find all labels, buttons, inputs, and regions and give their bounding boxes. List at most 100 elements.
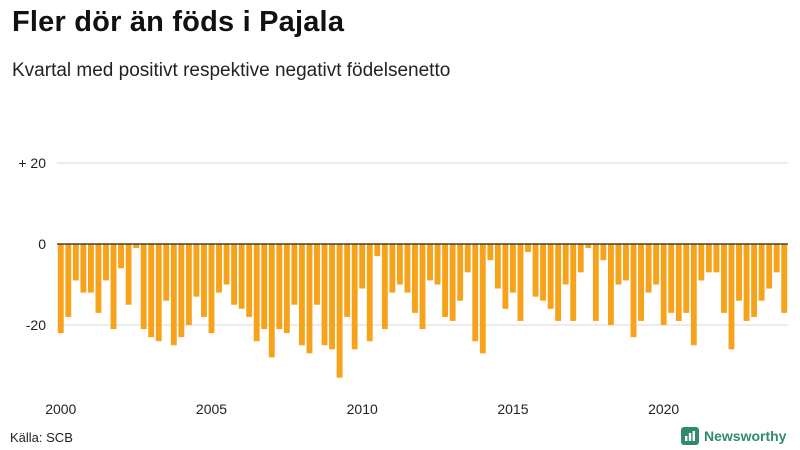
bar [389,244,396,293]
bar [434,244,441,285]
bar [163,244,170,301]
bar [57,244,64,334]
bar [472,244,479,342]
bar [419,244,426,330]
bar [321,244,328,346]
y-tick-label: -20 [26,317,46,333]
bar [329,244,336,350]
bar [487,244,494,261]
x-tick-label: 2010 [347,401,378,417]
bar [668,244,675,313]
bar [155,244,162,342]
bar [65,244,72,317]
bar [442,244,449,317]
bar [683,244,690,313]
bar [630,244,637,338]
source-note: Källa: SCB [10,430,73,445]
bar [728,244,735,350]
bar-series [57,244,788,378]
bar [87,244,94,293]
bar [381,244,388,330]
bar [781,244,788,313]
bar [645,244,652,293]
bar [540,244,547,301]
bar [404,244,411,293]
x-tick-label: 2015 [497,401,528,417]
bar [517,244,524,321]
bar [457,244,464,301]
axes: + 20 0 -20 2000 2005 2010 2015 2020 [18,155,788,417]
bar [412,244,418,313]
bar [449,244,456,321]
bar [80,244,87,293]
bar [178,244,185,338]
bar [95,244,102,313]
bar [185,244,192,325]
bar [600,244,607,261]
bar [660,244,667,325]
bar [283,244,290,334]
bar [615,244,622,285]
bar [494,244,501,289]
y-tick-label: + 20 [18,155,46,171]
bar [736,244,742,301]
bar [344,244,351,317]
bar [713,244,720,273]
bar [238,244,245,309]
bar [570,244,577,321]
bar [592,244,599,321]
bar [758,244,765,301]
bar [721,244,727,313]
bar [607,244,614,325]
bar [118,244,124,269]
bar [698,244,705,281]
bar [509,244,516,293]
bar [208,244,215,334]
bar [253,244,260,342]
bar [201,244,207,317]
bar [306,244,313,354]
bar [532,244,539,297]
chart-title: Fler dör än föds i Pajala [12,6,345,38]
bar [427,244,433,281]
bar [555,244,562,321]
bar [72,244,79,281]
bar [298,244,305,346]
bar [359,244,366,289]
bar [464,244,471,273]
bar [170,244,177,346]
bar [374,244,381,257]
x-tick-label: 2005 [196,401,227,417]
bar [751,244,758,317]
bar [268,244,275,358]
bar [231,244,238,305]
bar [291,244,298,305]
bar [638,244,644,321]
bar [336,244,343,378]
bar [133,244,140,249]
bar [148,244,155,338]
bar [766,244,773,289]
bar [366,244,373,342]
bar [193,244,200,297]
brand-name: Newsworthy [704,428,787,444]
bar-chart-logo-icon [681,427,699,445]
bar [743,244,750,321]
y-tick-label: 0 [38,236,46,252]
bar [577,244,584,273]
chart-subtitle: Kvartal med positivt respektive negativt… [12,60,451,81]
bar [547,244,554,309]
bar [246,244,253,317]
bar [223,244,230,285]
bar [585,244,592,249]
bar [705,244,712,273]
bar [351,244,358,350]
bar [690,244,697,346]
bar [276,244,283,330]
x-tick-label: 2020 [648,401,679,417]
bar [125,244,132,305]
bar [653,244,660,285]
bar [140,244,147,330]
bar [103,244,109,281]
